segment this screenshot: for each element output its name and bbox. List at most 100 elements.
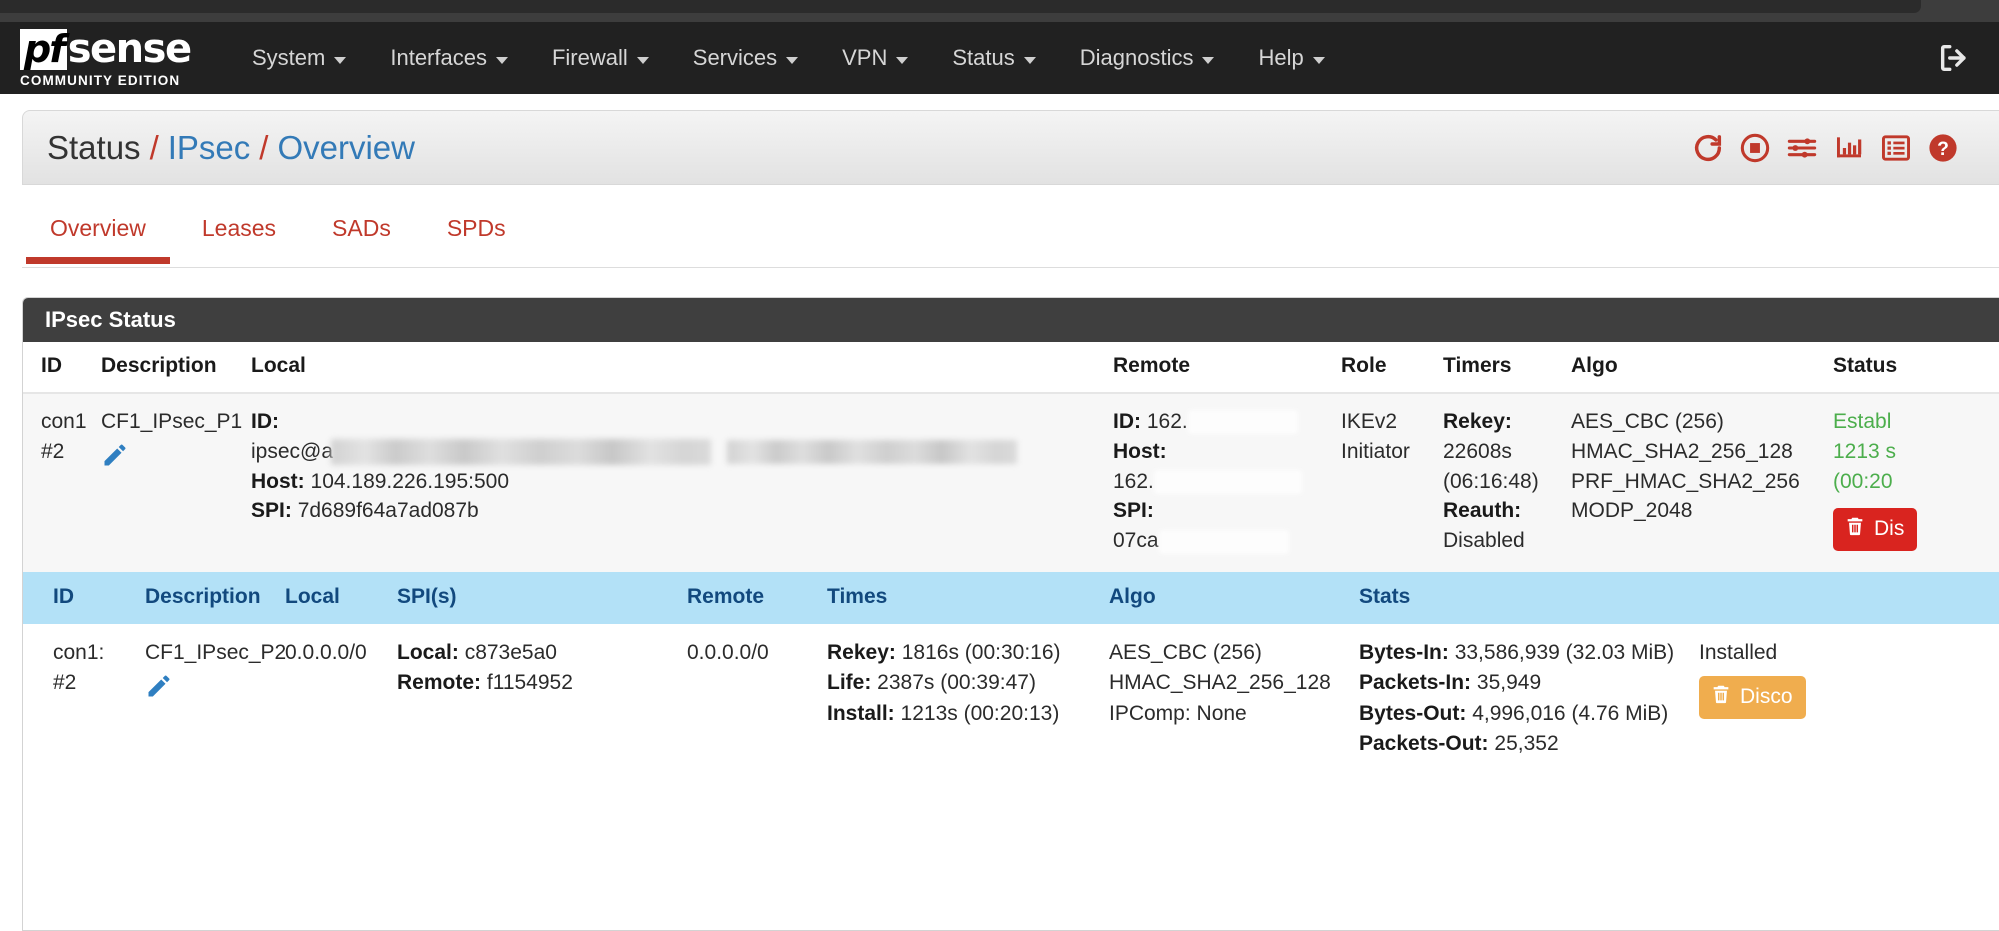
phase1-rekey-value: 22608s <box>1443 439 1512 463</box>
main-navbar: pf sense COMMUNITY EDITION System Interf… <box>0 22 1999 94</box>
phase1-rekey-hms: (06:16:48) <box>1443 469 1539 493</box>
phase1-local-host-row: Host: 104.189.226.195:500 <box>251 467 1093 497</box>
tab-sads[interactable]: SADs <box>304 205 419 264</box>
phase1-rekey-label: Rekey: <box>1443 410 1512 433</box>
phase2-table-body: con1: #2 CF1_IPsec_P2 0.0.0.0/0 Local: <box>23 624 1999 777</box>
phase2-install-row: Install: 1213s (00:20:13) <box>827 699 1089 729</box>
phase2-bytes-out-row: Bytes-Out: 4,996,016 (4.76 MiB) <box>1359 699 1679 729</box>
phase2-packets-out-row: Packets-Out: 25,352 <box>1359 729 1679 759</box>
phase1-col-timers: Timers <box>1433 342 1561 394</box>
pencil-icon[interactable] <box>145 672 173 709</box>
phase2-header-row: ID Description Local SPI(s) Remote Times… <box>23 572 1999 625</box>
nav-item-help[interactable]: Help <box>1236 35 1346 81</box>
phase1-id-line2: #2 <box>41 439 65 463</box>
phase1-status-time-hms: (00:20 <box>1833 469 1893 493</box>
panel-title: IPsec Status <box>23 298 1999 342</box>
breadcrumb-ipsec[interactable]: IPsec <box>167 128 251 166</box>
disconnect-button-label: Dis <box>1874 517 1905 541</box>
nav-item-interfaces[interactable]: Interfaces <box>368 35 530 81</box>
bar-chart-icon[interactable] <box>1833 132 1865 164</box>
nav-item-label: Help <box>1258 45 1304 70</box>
phase1-cell-algo: AES_CBC (256) HMAC_SHA2_256_128 PRF_HMAC… <box>1561 393 1823 573</box>
nav-item-firewall[interactable]: Firewall <box>530 35 671 81</box>
table-row: con1 #2 CF1_IPsec_P1 ID: ipsec@a <box>23 393 1999 573</box>
logout-icon[interactable] <box>1937 41 1971 75</box>
sliders-icon[interactable] <box>1786 132 1818 164</box>
refresh-icon[interactable] <box>1692 132 1724 164</box>
tab-label: Leases <box>201 215 277 241</box>
phase1-col-status: Status <box>1823 342 1999 394</box>
phase1-status-actions: Dis <box>1833 508 1989 552</box>
phase2-id-line1: con1: <box>53 641 105 665</box>
phase2-status-actions: Disco <box>1699 676 1989 720</box>
phase2-col-spis: SPI(s) <box>387 572 677 625</box>
phase1-col-id: ID <box>23 342 91 394</box>
pfsense-logo-text: pf sense <box>20 28 192 70</box>
nav-item-label: Status <box>952 45 1015 70</box>
pencil-icon[interactable] <box>101 441 129 478</box>
redacted-bar <box>1187 410 1298 435</box>
phase2-col-algo: Algo <box>1099 572 1349 625</box>
redacted-bar <box>1158 529 1289 554</box>
phase2-algo-line: AES_CBC (256) <box>1109 641 1262 665</box>
phase2-spi-local-value: c873e5a0 <box>464 641 557 665</box>
phase1-status-time: 1213 s <box>1833 439 1897 463</box>
phase2-life-value: 2387s (00:39:47) <box>877 671 1036 695</box>
phase1-local-id-value: ipsec@a <box>251 439 334 463</box>
phase2-install-value: 1213s (00:20:13) <box>900 701 1060 725</box>
phase1-cell-id: con1 #2 <box>23 393 91 573</box>
phase2-bytes-out-label: Bytes-Out: <box>1359 701 1467 725</box>
list-icon[interactable] <box>1880 132 1912 164</box>
chevron-down-icon <box>495 56 508 64</box>
phase1-remote-id-value: 162. <box>1146 410 1188 433</box>
breadcrumb-root: Status <box>47 128 141 166</box>
phase1-remote-host-label: Host: <box>1113 439 1167 463</box>
help-circle-icon[interactable]: ? <box>1927 132 1959 164</box>
tab-overview[interactable]: Overview <box>22 205 174 264</box>
nav-item-system[interactable]: System <box>230 35 368 81</box>
phase1-cell-remote: ID: 162. Host: 162. SPI: 07ca <box>1103 393 1331 573</box>
phase1-remote-id-label: ID: <box>1113 410 1141 433</box>
redacted-bar <box>1153 470 1302 495</box>
nav-item-label: Services <box>692 45 778 70</box>
window-top-strip <box>0 0 1999 22</box>
nav-item-label: Interfaces <box>390 45 487 70</box>
nav-item-vpn[interactable]: VPN <box>820 35 930 81</box>
phase1-cell-local: ID: ipsec@a Host: 104.189.226.195:500 SP… <box>241 393 1103 573</box>
phase1-cell-timers: Rekey: 22608s (06:16:48) Reauth: Disable… <box>1433 393 1561 573</box>
phase1-local-id-row: ipsec@a <box>251 437 1093 467</box>
phase1-algo-line: HMAC_SHA2_256_128 <box>1571 439 1793 463</box>
nav-item-services[interactable]: Services <box>671 35 820 81</box>
phase1-col-role: Role <box>1331 342 1433 394</box>
phase1-col-algo: Algo <box>1561 342 1823 394</box>
status-badge: Establ <box>1833 410 1892 433</box>
nav-item-diagnostics[interactable]: Diagnostics <box>1058 35 1237 81</box>
phase2-life-row: Life: 2387s (00:39:47) <box>827 668 1089 698</box>
phase2-col-remote: Remote <box>677 572 817 625</box>
phase2-install-label: Install: <box>827 701 895 725</box>
trash-icon <box>1710 683 1732 711</box>
phase1-remote-host-row: 162. <box>1113 467 1321 497</box>
tab-spds[interactable]: SPDs <box>419 205 534 264</box>
nav-item-label: VPN <box>842 45 888 70</box>
breadcrumb-overview[interactable]: Overview <box>277 128 415 166</box>
disconnect-button[interactable]: Dis <box>1833 508 1918 552</box>
phase2-col-id: ID <box>23 572 135 625</box>
phase1-algo-line: PRF_HMAC_SHA2_256 <box>1571 469 1800 493</box>
phase1-header-row: ID Description Local Remote Role Timers … <box>23 342 1999 394</box>
phase2-disconnect-button[interactable]: Disco <box>1699 676 1806 720</box>
phase2-packets-out-label: Packets-Out: <box>1359 731 1489 755</box>
nav-menu: System Interfaces Firewall Services VPN … <box>230 35 1937 81</box>
phase1-table-body: con1 #2 CF1_IPsec_P1 ID: ipsec@a <box>23 393 1999 573</box>
tab-label: SADs <box>332 215 391 241</box>
breadcrumb-separator: / <box>259 128 269 166</box>
phase2-spi-local-label: Local: <box>397 641 459 665</box>
stop-circle-icon[interactable] <box>1739 132 1771 164</box>
tab-leases[interactable]: Leases <box>174 205 304 264</box>
phase1-remote-host-value: 162. <box>1113 469 1154 493</box>
phase1-algo-line: AES_CBC (256) <box>1571 410 1724 433</box>
phase2-table-head: ID Description Local SPI(s) Remote Times… <box>23 572 1999 625</box>
pfsense-logo[interactable]: pf sense COMMUNITY EDITION <box>20 28 202 88</box>
phase2-cell-local: 0.0.0.0/0 <box>275 624 387 777</box>
nav-item-status[interactable]: Status <box>930 35 1057 81</box>
